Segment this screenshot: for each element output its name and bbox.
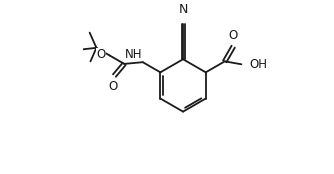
Text: O: O — [228, 29, 238, 42]
Text: O: O — [108, 80, 117, 93]
Text: O: O — [96, 48, 105, 61]
Text: NH: NH — [125, 48, 142, 61]
Text: N: N — [178, 3, 188, 16]
Text: OH: OH — [249, 58, 267, 71]
